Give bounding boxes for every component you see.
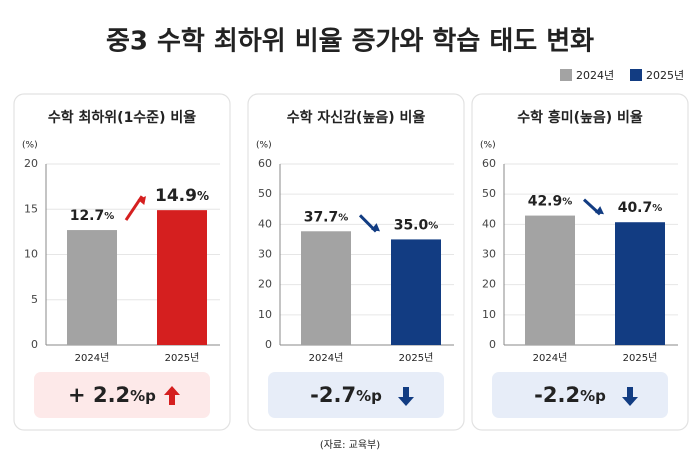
y-tick-label: 10 xyxy=(258,308,272,321)
x-tick-label: 2024년 xyxy=(309,352,344,364)
legend-swatch xyxy=(630,69,642,81)
bar xyxy=(67,230,117,345)
source: (자료: 교육부) xyxy=(320,439,380,451)
trend-arrow-head xyxy=(137,196,146,205)
bar xyxy=(391,239,441,345)
y-tick-label: 40 xyxy=(482,217,496,230)
y-tick-label: 0 xyxy=(265,338,272,351)
change-label: -2.2%p xyxy=(534,383,606,407)
panel-title: 수학 최하위(1수준) 비율 xyxy=(48,109,196,126)
y-tick-label: 0 xyxy=(31,338,38,351)
value-label: 40.7% xyxy=(618,200,663,216)
panel-title: 수학 흥미(높음) 비율 xyxy=(517,109,643,126)
bar xyxy=(301,231,351,345)
change-badge xyxy=(492,372,668,418)
panel xyxy=(471,93,689,431)
y-tick-label: 20 xyxy=(24,157,38,170)
bar xyxy=(157,210,207,345)
change-label: + 2.2%p xyxy=(68,383,156,407)
y-axis-label: (%) xyxy=(22,141,38,151)
value-label: 35.0% xyxy=(394,217,439,233)
change-icon xyxy=(164,386,180,405)
x-tick-label: 2024년 xyxy=(533,352,568,364)
x-tick-label: 2025년 xyxy=(623,352,658,364)
change-icon xyxy=(622,387,638,406)
legend-swatch xyxy=(560,69,572,81)
panel xyxy=(13,93,231,431)
legend-label: 2025년 xyxy=(646,69,684,82)
trend-arrow-head xyxy=(371,223,380,232)
x-tick-label: 2025년 xyxy=(165,352,200,364)
y-tick-label: 60 xyxy=(482,157,496,170)
y-tick-label: 50 xyxy=(258,187,272,200)
change-icon xyxy=(398,387,414,406)
x-tick-label: 2025년 xyxy=(399,352,434,364)
y-tick-label: 30 xyxy=(482,248,496,261)
y-tick-label: 30 xyxy=(258,248,272,261)
bar xyxy=(615,222,665,345)
legend-label: 2024년 xyxy=(576,69,614,82)
y-axis-label: (%) xyxy=(256,141,272,151)
panel-title: 수학 자신감(높음) 비율 xyxy=(287,109,426,126)
y-tick-label: 50 xyxy=(482,187,496,200)
value-label: 42.9% xyxy=(528,194,573,210)
main-title: 중3 수학 최하위 비율 증가와 학습 태도 변화 xyxy=(106,27,594,57)
value-label: 14.9% xyxy=(155,186,209,206)
value-label: 37.7% xyxy=(304,209,349,225)
y-tick-label: 40 xyxy=(258,217,272,230)
y-tick-label: 0 xyxy=(489,338,496,351)
panel xyxy=(247,93,465,431)
y-tick-label: 10 xyxy=(24,248,38,261)
trend-arrow-head xyxy=(595,206,604,215)
change-badge xyxy=(268,372,444,418)
change-badge xyxy=(34,372,210,418)
value-label: 12.7% xyxy=(70,208,115,224)
bar xyxy=(525,215,575,345)
y-tick-label: 10 xyxy=(482,308,496,321)
x-tick-label: 2024년 xyxy=(75,352,110,364)
y-axis-label: (%) xyxy=(480,141,496,151)
y-tick-label: 15 xyxy=(24,202,38,215)
y-tick-label: 60 xyxy=(258,157,272,170)
change-label: -2.7%p xyxy=(310,383,382,407)
y-tick-label: 20 xyxy=(258,278,272,291)
y-tick-label: 20 xyxy=(482,278,496,291)
y-tick-label: 5 xyxy=(31,293,38,306)
